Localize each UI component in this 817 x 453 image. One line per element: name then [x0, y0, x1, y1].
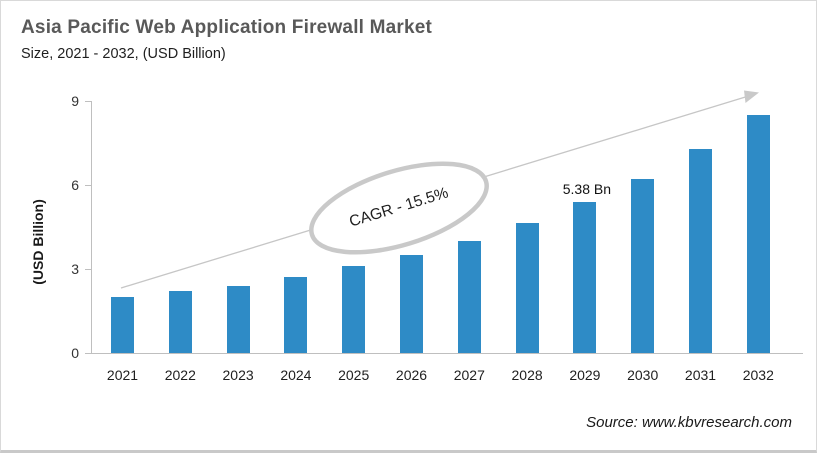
y-tick-mark-9: [85, 101, 91, 102]
y-tick-label-9: 9: [71, 93, 79, 109]
y-axis-line: [91, 101, 92, 354]
x-tick-2029: 2029: [569, 367, 601, 383]
y-tick-mark-6: [85, 185, 91, 186]
y-tick-mark-0: [85, 353, 91, 354]
x-tick-2025: 2025: [338, 367, 370, 383]
y-tick-label-0: 0: [71, 345, 79, 361]
data-label: 5.38 Bn: [562, 181, 612, 198]
x-tick-2021: 2021: [106, 367, 139, 383]
bar-2023: [226, 285, 250, 353]
y-tick-label-3: 3: [71, 261, 79, 277]
x-tick-2030: 2030: [627, 367, 659, 383]
chart-subtitle: Size, 2021 - 2032, (USD Billion): [21, 46, 226, 62]
source-attribution: Source: www.kbvresearch.com: [586, 414, 792, 431]
x-tick-2026: 2026: [395, 367, 428, 383]
x-tick-2028: 2028: [511, 367, 543, 383]
y-tick-label-6: 6: [71, 177, 79, 193]
y-tick-mark-3: [85, 269, 91, 270]
bar-2021: [111, 297, 134, 353]
x-tick-2031: 2031: [684, 367, 717, 383]
x-tick-2024: 2024: [280, 367, 312, 383]
chart-title: Asia Pacific Web Application Firewall Ma…: [21, 17, 433, 38]
bar-2022: [168, 291, 192, 353]
bar-2032: [746, 115, 770, 353]
x-tick-2032: 2032: [742, 367, 774, 383]
x-tick-2022: 2022: [164, 367, 196, 383]
x-tick-2023: 2023: [222, 367, 254, 383]
x-axis-line: [91, 353, 803, 354]
bar-2024: [284, 277, 308, 353]
x-tick-2027: 2027: [453, 367, 485, 383]
